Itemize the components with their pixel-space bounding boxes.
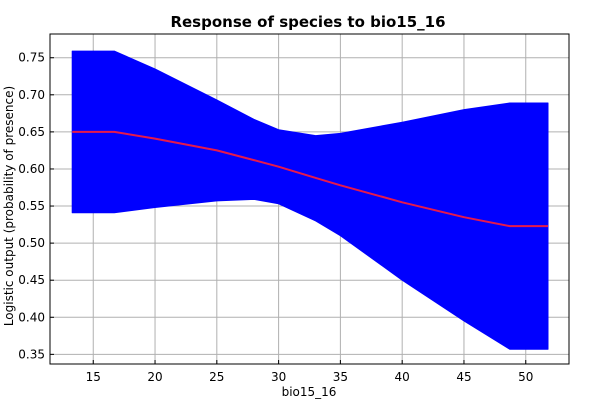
x-tick-label: 25 [209,370,224,384]
x-tick-label: 30 [271,370,286,384]
chart-title: Response of species to bio15_16 [170,13,445,31]
y-tick-label: 0.60 [18,162,45,176]
y-tick-label: 0.40 [18,310,45,324]
x-tick-label: 40 [395,370,410,384]
y-tick-label: 0.70 [18,88,45,102]
x-tick-label: 20 [147,370,162,384]
response-line [72,130,548,228]
x-axis-label: bio15_16 [282,385,337,399]
x-tick-label: 35 [333,370,348,384]
y-axis-label: Logistic output (probability of presence… [2,86,16,326]
plot-frame [49,33,570,365]
y-tick-label: 0.65 [18,125,45,139]
x-tick-label: 15 [86,370,101,384]
y-tick-label: 0.75 [18,51,45,65]
y-tick-label: 0.45 [18,273,45,287]
y-tick-label: 0.50 [18,236,45,250]
y-tick-label: 0.35 [18,347,45,361]
x-tick-label: 45 [456,370,471,384]
y-tick-label: 0.55 [18,199,45,213]
x-tick-label: 50 [518,370,533,384]
confidence-band [71,50,549,350]
